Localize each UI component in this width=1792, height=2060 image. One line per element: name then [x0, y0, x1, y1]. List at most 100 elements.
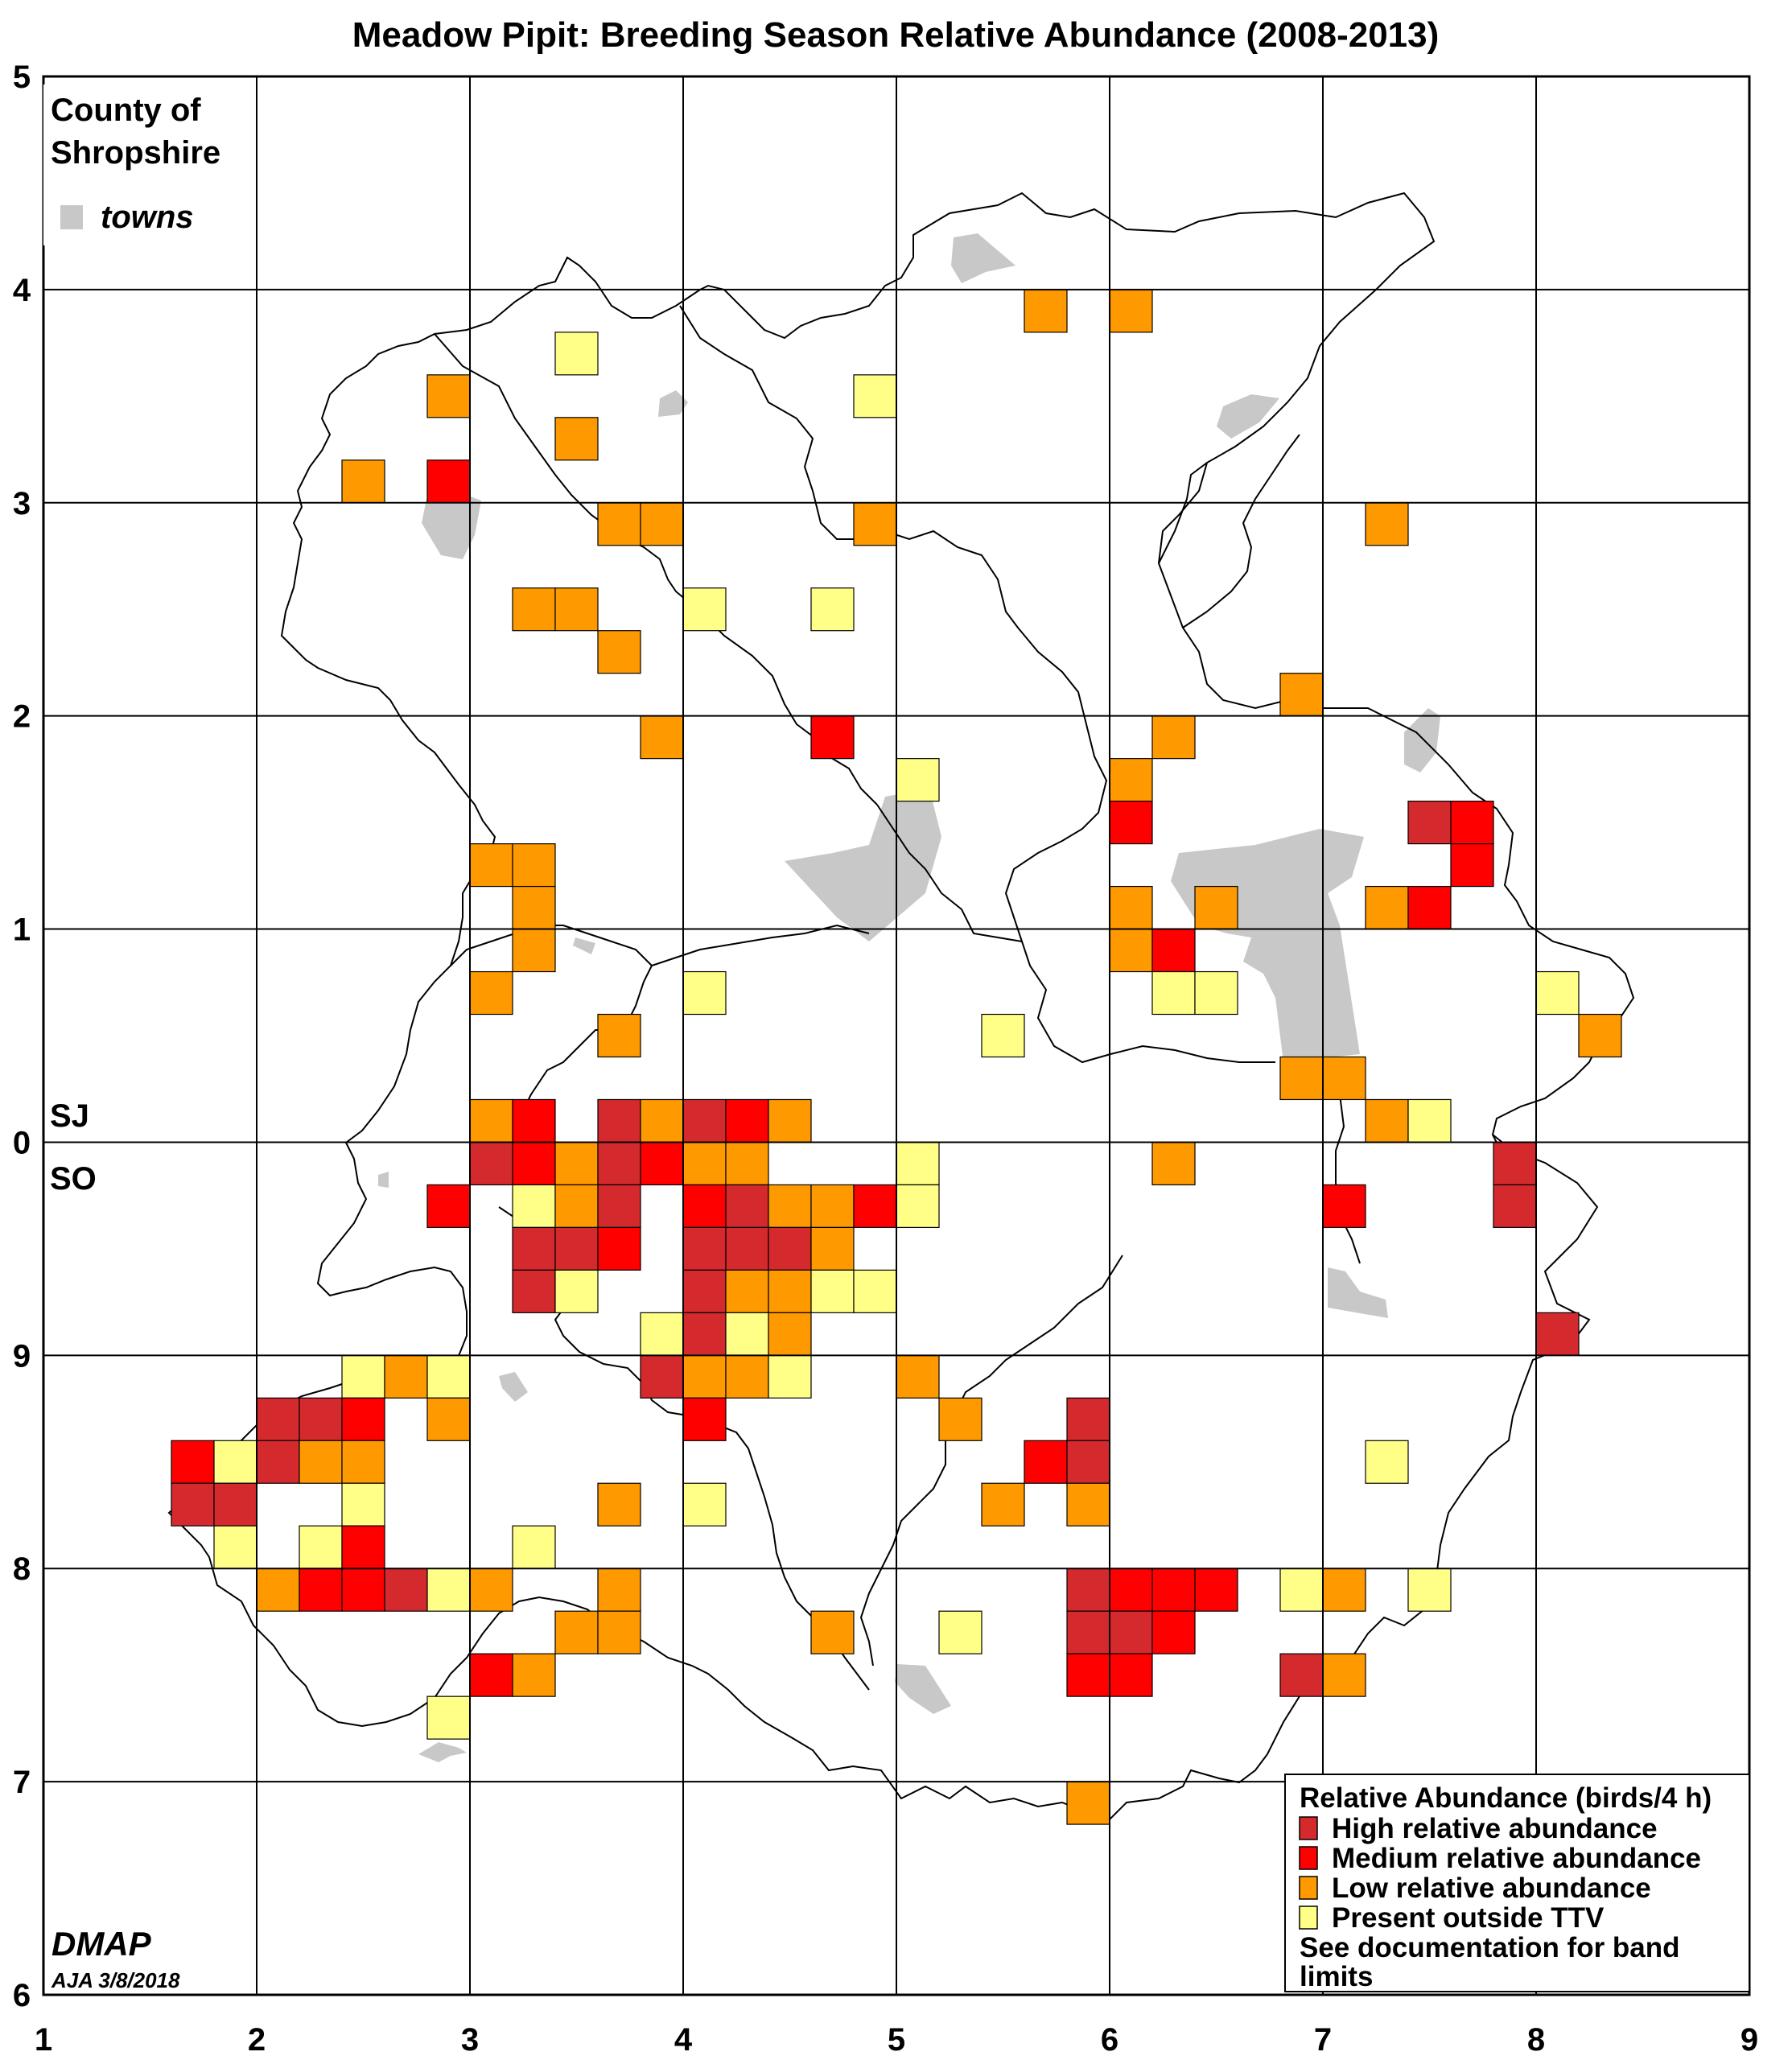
tetrad-low [512, 587, 556, 632]
tetrad-high [1109, 1610, 1153, 1654]
tetrad-low [1109, 885, 1153, 930]
tetrad-medium [682, 1184, 727, 1229]
tetrad-present [682, 587, 727, 632]
tetrad-medium [426, 459, 471, 504]
internal-boundary [1182, 434, 1300, 628]
y-tick-label: 4 [13, 273, 31, 308]
tetrad-medium [341, 1525, 385, 1569]
tetrad-medium [1407, 885, 1452, 930]
y-tick-label: 2 [13, 699, 31, 735]
tetrad-present [299, 1525, 343, 1569]
county-label-line1: County of [51, 93, 201, 128]
tetrad-high [768, 1226, 812, 1271]
tetrad-present [981, 1013, 1025, 1058]
tetrad-present [213, 1525, 257, 1569]
tetrad-low [682, 1354, 727, 1399]
x-tick-label: 5 [888, 2022, 905, 2058]
grid-ref-so: SO [50, 1161, 97, 1197]
tetrad-medium [1109, 1653, 1153, 1697]
tetrad-low [768, 1269, 812, 1313]
tetrad-present [1279, 1568, 1324, 1612]
tetrad-high [1066, 1610, 1110, 1654]
tetrad-low [512, 843, 556, 888]
tetrad-high [1066, 1397, 1110, 1441]
town-shape [895, 1664, 951, 1714]
tetrad-high [213, 1482, 257, 1526]
tetrad-low [853, 502, 897, 546]
x-tick-label: 9 [1741, 2022, 1758, 2058]
tetrad-low [1066, 1781, 1110, 1825]
y-tick-label: 1 [13, 913, 31, 948]
tetrad-present [1535, 970, 1580, 1016]
tetrad-high [682, 1098, 727, 1143]
county-label-line2: Shropshire [51, 135, 220, 171]
tetrad-medium [469, 1653, 513, 1697]
y-axis-ticks: 6 7 8 9 0 1 2 3 4 5 [13, 60, 31, 2013]
tetrad-present [896, 1184, 940, 1229]
legend-swatch-present [1299, 1906, 1318, 1930]
legend-swatch-high [1299, 1816, 1318, 1840]
tetrad-low [597, 1482, 641, 1526]
tetrad-high [554, 1226, 599, 1271]
legend-box [1284, 1774, 1750, 1992]
y-tick-label: 6 [13, 1978, 31, 2013]
legend-swatch-medium [1299, 1846, 1318, 1870]
tetrad-present [896, 1141, 940, 1186]
tetrad-medium [1066, 1653, 1110, 1697]
tetrad-high [640, 1354, 684, 1399]
tetrad-low [1151, 715, 1196, 760]
tetrad-present [512, 1525, 556, 1569]
tetrad-medium [1109, 1568, 1153, 1612]
tetrad-present [1365, 1440, 1409, 1484]
tetrad-medium [512, 1098, 556, 1143]
tetrad-medium [341, 1397, 385, 1441]
town-shape [1404, 708, 1440, 772]
tetrad-low [554, 1610, 599, 1654]
tetrad-low [597, 1568, 641, 1612]
tetrad-present [682, 1482, 727, 1526]
tetrad-low [1365, 885, 1409, 930]
tetrad-present [426, 1568, 471, 1612]
legend-label-present: Present outside TTV [1332, 1902, 1605, 1934]
tetrad-high [725, 1184, 769, 1229]
y-tick-label: 5 [13, 60, 31, 95]
towns-legend-swatch [60, 205, 83, 229]
tetrad-low [512, 885, 556, 930]
tetrad-high [682, 1269, 727, 1313]
y-tick-label: 0 [13, 1125, 31, 1160]
tetrad-low [597, 1013, 641, 1058]
tetrad-low [597, 1610, 641, 1654]
tetrad-low [810, 1610, 855, 1654]
tetrad-low [768, 1098, 812, 1143]
x-tick-label: 3 [461, 2022, 479, 2058]
tetrad-present [512, 1184, 556, 1229]
tetrad-high [299, 1397, 343, 1441]
internal-boundary [859, 1255, 1123, 1667]
tetrad-low [1322, 1056, 1366, 1101]
tetrad-low [1322, 1568, 1366, 1612]
tetrad-low [426, 374, 471, 418]
map-title: Meadow Pipit: Breeding Season Relative A… [352, 15, 1440, 55]
tetrad-low [725, 1354, 769, 1399]
town-shape [785, 789, 941, 941]
tetrad-high [1493, 1184, 1537, 1229]
tetrad-low [640, 1098, 684, 1143]
tetrad-medium [1109, 801, 1153, 845]
tetrad-low [426, 1397, 471, 1441]
tetrad-present [768, 1354, 812, 1399]
tetrad-medium [1024, 1440, 1068, 1484]
tetrad-low [1109, 928, 1153, 973]
x-axis-ticks: 1 2 3 4 5 6 7 8 9 [35, 2022, 1758, 2058]
tetrad-low [469, 1568, 513, 1612]
x-tick-label: 6 [1101, 2022, 1118, 2058]
tetrad-medium [1151, 1568, 1196, 1612]
tetrad-low [512, 1653, 556, 1697]
y-tick-label: 8 [13, 1551, 31, 1587]
tetrad-present [554, 1269, 599, 1313]
tetrad-present [1407, 1568, 1452, 1612]
tetrad-low [1194, 885, 1238, 930]
x-tick-label: 2 [248, 2022, 266, 2058]
tetrad-high [384, 1568, 428, 1612]
y-tick-label: 7 [13, 1765, 31, 1800]
internal-boundary [679, 305, 1275, 1064]
